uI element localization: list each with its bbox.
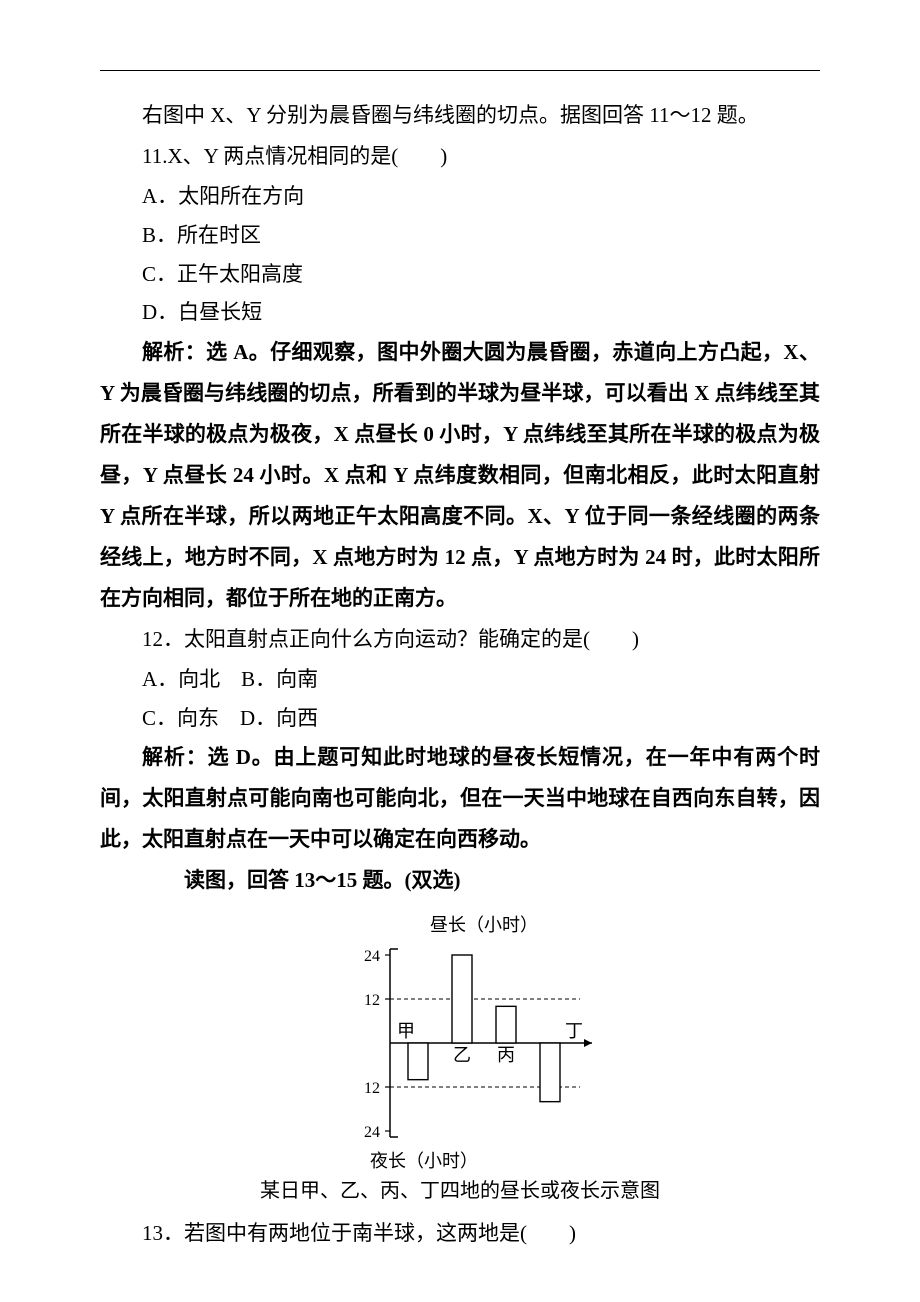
svg-text:24: 24 (364, 1124, 380, 1141)
figure-intro: 读图，回答 13～15 题。(双选) (100, 860, 820, 901)
chart-caption: 某日甲、乙、丙、丁四地的昼长或夜长示意图 (260, 1173, 660, 1209)
q11-choice-b: B．所在时区 (100, 216, 820, 255)
svg-text:24: 24 (364, 948, 380, 965)
document-page: 右图中 X、Y 分别为晨昏圈与纬线圈的切点。据图回答 11～12 题。 11.X… (0, 0, 920, 1294)
q11-choice-a: A．太阳所在方向 (100, 177, 820, 216)
q11-stem: 11.X、Y 两点情况相同的是( ) (100, 136, 820, 177)
svg-text:丁: 丁 (565, 1021, 583, 1041)
q11-explain: 解析：选 A。仔细观察，图中外圈大圆为晨昏圈，赤道向上方凸起，X、Y 为晨昏圈与… (100, 332, 820, 619)
q12-stem: 12．太阳直射点正向什么方向运动？能确定的是( ) (100, 619, 820, 660)
svg-text:昼长（小时）: 昼长（小时） (430, 915, 538, 935)
q12-choice-cd: C．向东 D．向西 (100, 699, 820, 738)
q11-choice-c: C．正午太阳高度 (100, 255, 820, 294)
svg-text:12: 12 (364, 992, 380, 1009)
top-rule (100, 70, 820, 71)
chart-svg: 昼长（小时） 12 12 24 24 甲乙 丙 丁夜长（小时） (320, 913, 600, 1173)
intro-text: 右图中 X、Y 分别为晨昏圈与纬线圈的切点。据图回答 11～12 题。 (100, 95, 820, 136)
q12-explain: 解析：选 D。由上题可知此时地球的昼夜长短情况，在一年中有两个时间，太阳直射点可… (100, 737, 820, 860)
svg-text:丙: 丙 (497, 1045, 515, 1065)
q13-stem: 13．若图中有两地位于南半球，这两地是( ) (100, 1213, 820, 1254)
q12-choice-ab: A．向北 B．向南 (100, 660, 820, 699)
svg-text:夜长（小时）: 夜长（小时） (370, 1151, 478, 1171)
svg-text:甲: 甲 (397, 1021, 415, 1041)
svg-text:12: 12 (364, 1080, 380, 1097)
svg-text:乙: 乙 (453, 1045, 471, 1065)
q11-choice-d: D．白昼长短 (100, 293, 820, 332)
day-night-chart: 昼长（小时） 12 12 24 24 甲乙 丙 丁夜长（小时） 某日甲、乙、丙、丁四地的昼长或… (100, 913, 820, 1209)
